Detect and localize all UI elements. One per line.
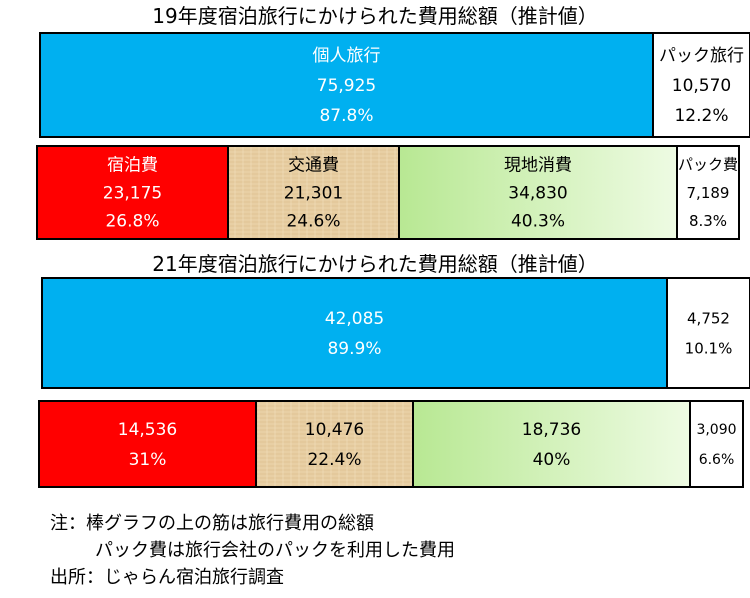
segment-label: 現地消費	[504, 155, 572, 175]
data-label-value: 75,925	[317, 76, 376, 96]
bar-segment	[652, 32, 750, 138]
data-label-percent: 40.3%	[511, 212, 565, 232]
data-label-percent: 8.3%	[689, 212, 727, 230]
data-label-value: 3,090	[696, 422, 736, 438]
data-label-percent: 26.8%	[105, 212, 159, 232]
segment-label: 交通費	[288, 155, 339, 175]
data-label-value: 4,752	[687, 309, 730, 327]
bar-segment	[398, 145, 678, 240]
data-label-value: 23,175	[103, 183, 162, 203]
bar-segment	[689, 400, 744, 488]
data-label-value: 34,830	[508, 183, 567, 203]
segment-label: パック旅行	[659, 46, 744, 66]
note-line-2: パック費は旅行会社のパックを利用した費用	[95, 540, 455, 561]
chart-title-19: 19年度宿泊旅行にかけられた費用総額（推計値）	[152, 4, 598, 28]
note-line-1: 注：棒グラフの上の筋は旅行費用の総額	[50, 513, 374, 534]
bar-segment	[41, 277, 668, 389]
bar-segment	[666, 277, 750, 389]
data-label-percent: 24.6%	[286, 212, 340, 232]
data-label-value: 10,570	[672, 76, 731, 96]
bar-segment	[36, 145, 229, 240]
data-label-percent: 40%	[533, 450, 571, 470]
data-label-value: 18,736	[522, 420, 581, 440]
data-label-value: 21,301	[284, 183, 343, 203]
data-label-percent: 10.1%	[685, 339, 733, 357]
bar-segment	[38, 400, 257, 488]
data-label-value: 14,536	[118, 420, 177, 440]
data-label-percent: 12.2%	[674, 106, 728, 126]
segment-label: 宿泊費	[107, 155, 158, 175]
bar-segment	[255, 400, 414, 488]
data-label-percent: 6.6%	[699, 452, 735, 468]
note-line-3: 出所：じゃらん宿泊旅行調査	[50, 567, 284, 588]
data-label-percent: 22.4%	[307, 450, 361, 470]
data-label-percent: 87.8%	[319, 106, 373, 126]
bar-segment	[227, 145, 400, 240]
data-label-value: 7,189	[687, 184, 730, 202]
data-label-percent: 31%	[129, 450, 167, 470]
data-label-value: 10,476	[305, 420, 364, 440]
segment-label: パック費	[678, 156, 738, 174]
data-label-value: 42,085	[325, 309, 384, 329]
bar-segment	[676, 145, 740, 240]
chart-title-21: 21年度宿泊旅行にかけられた費用総額（推計値）	[152, 252, 598, 276]
segment-label: 個人旅行	[313, 46, 381, 66]
data-label-percent: 89.9%	[327, 339, 381, 359]
bar-segment	[39, 32, 654, 138]
bar-segment	[412, 400, 691, 488]
